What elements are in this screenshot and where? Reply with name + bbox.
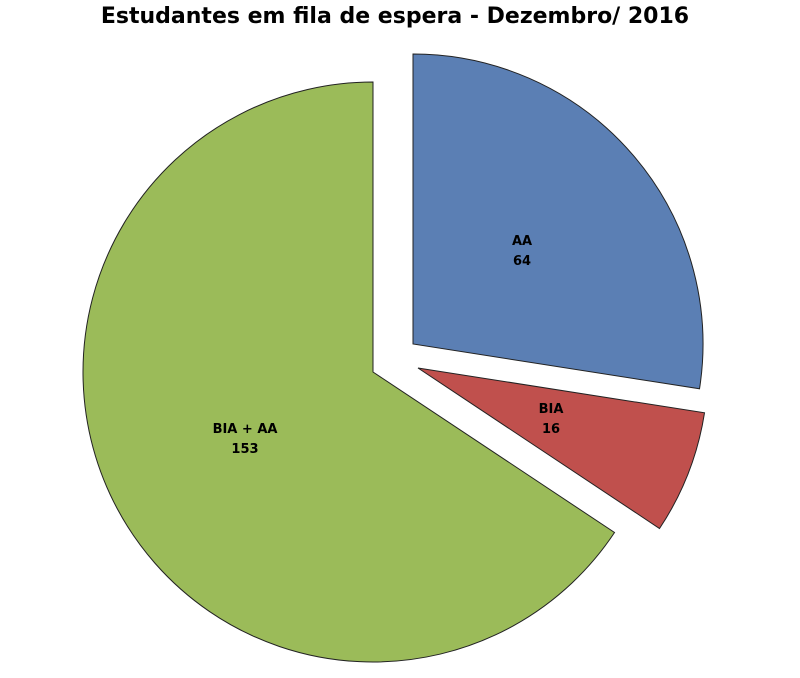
slice-value-label: 153: [231, 442, 258, 457]
pie-slice-aa: [412, 53, 704, 390]
pie-slice-bia: [417, 367, 706, 530]
slice-value-label: 64: [513, 254, 531, 269]
slice-category-label: BIA + AA: [213, 422, 278, 437]
slice-category-label: AA: [512, 234, 532, 249]
slice-category-label: BIA: [539, 402, 564, 417]
slice-value-label: 16: [542, 422, 560, 437]
chart-title: Estudantes em fila de espera - Dezembro/…: [100, 4, 690, 29]
pie-slice-bia-aa: [82, 81, 616, 663]
